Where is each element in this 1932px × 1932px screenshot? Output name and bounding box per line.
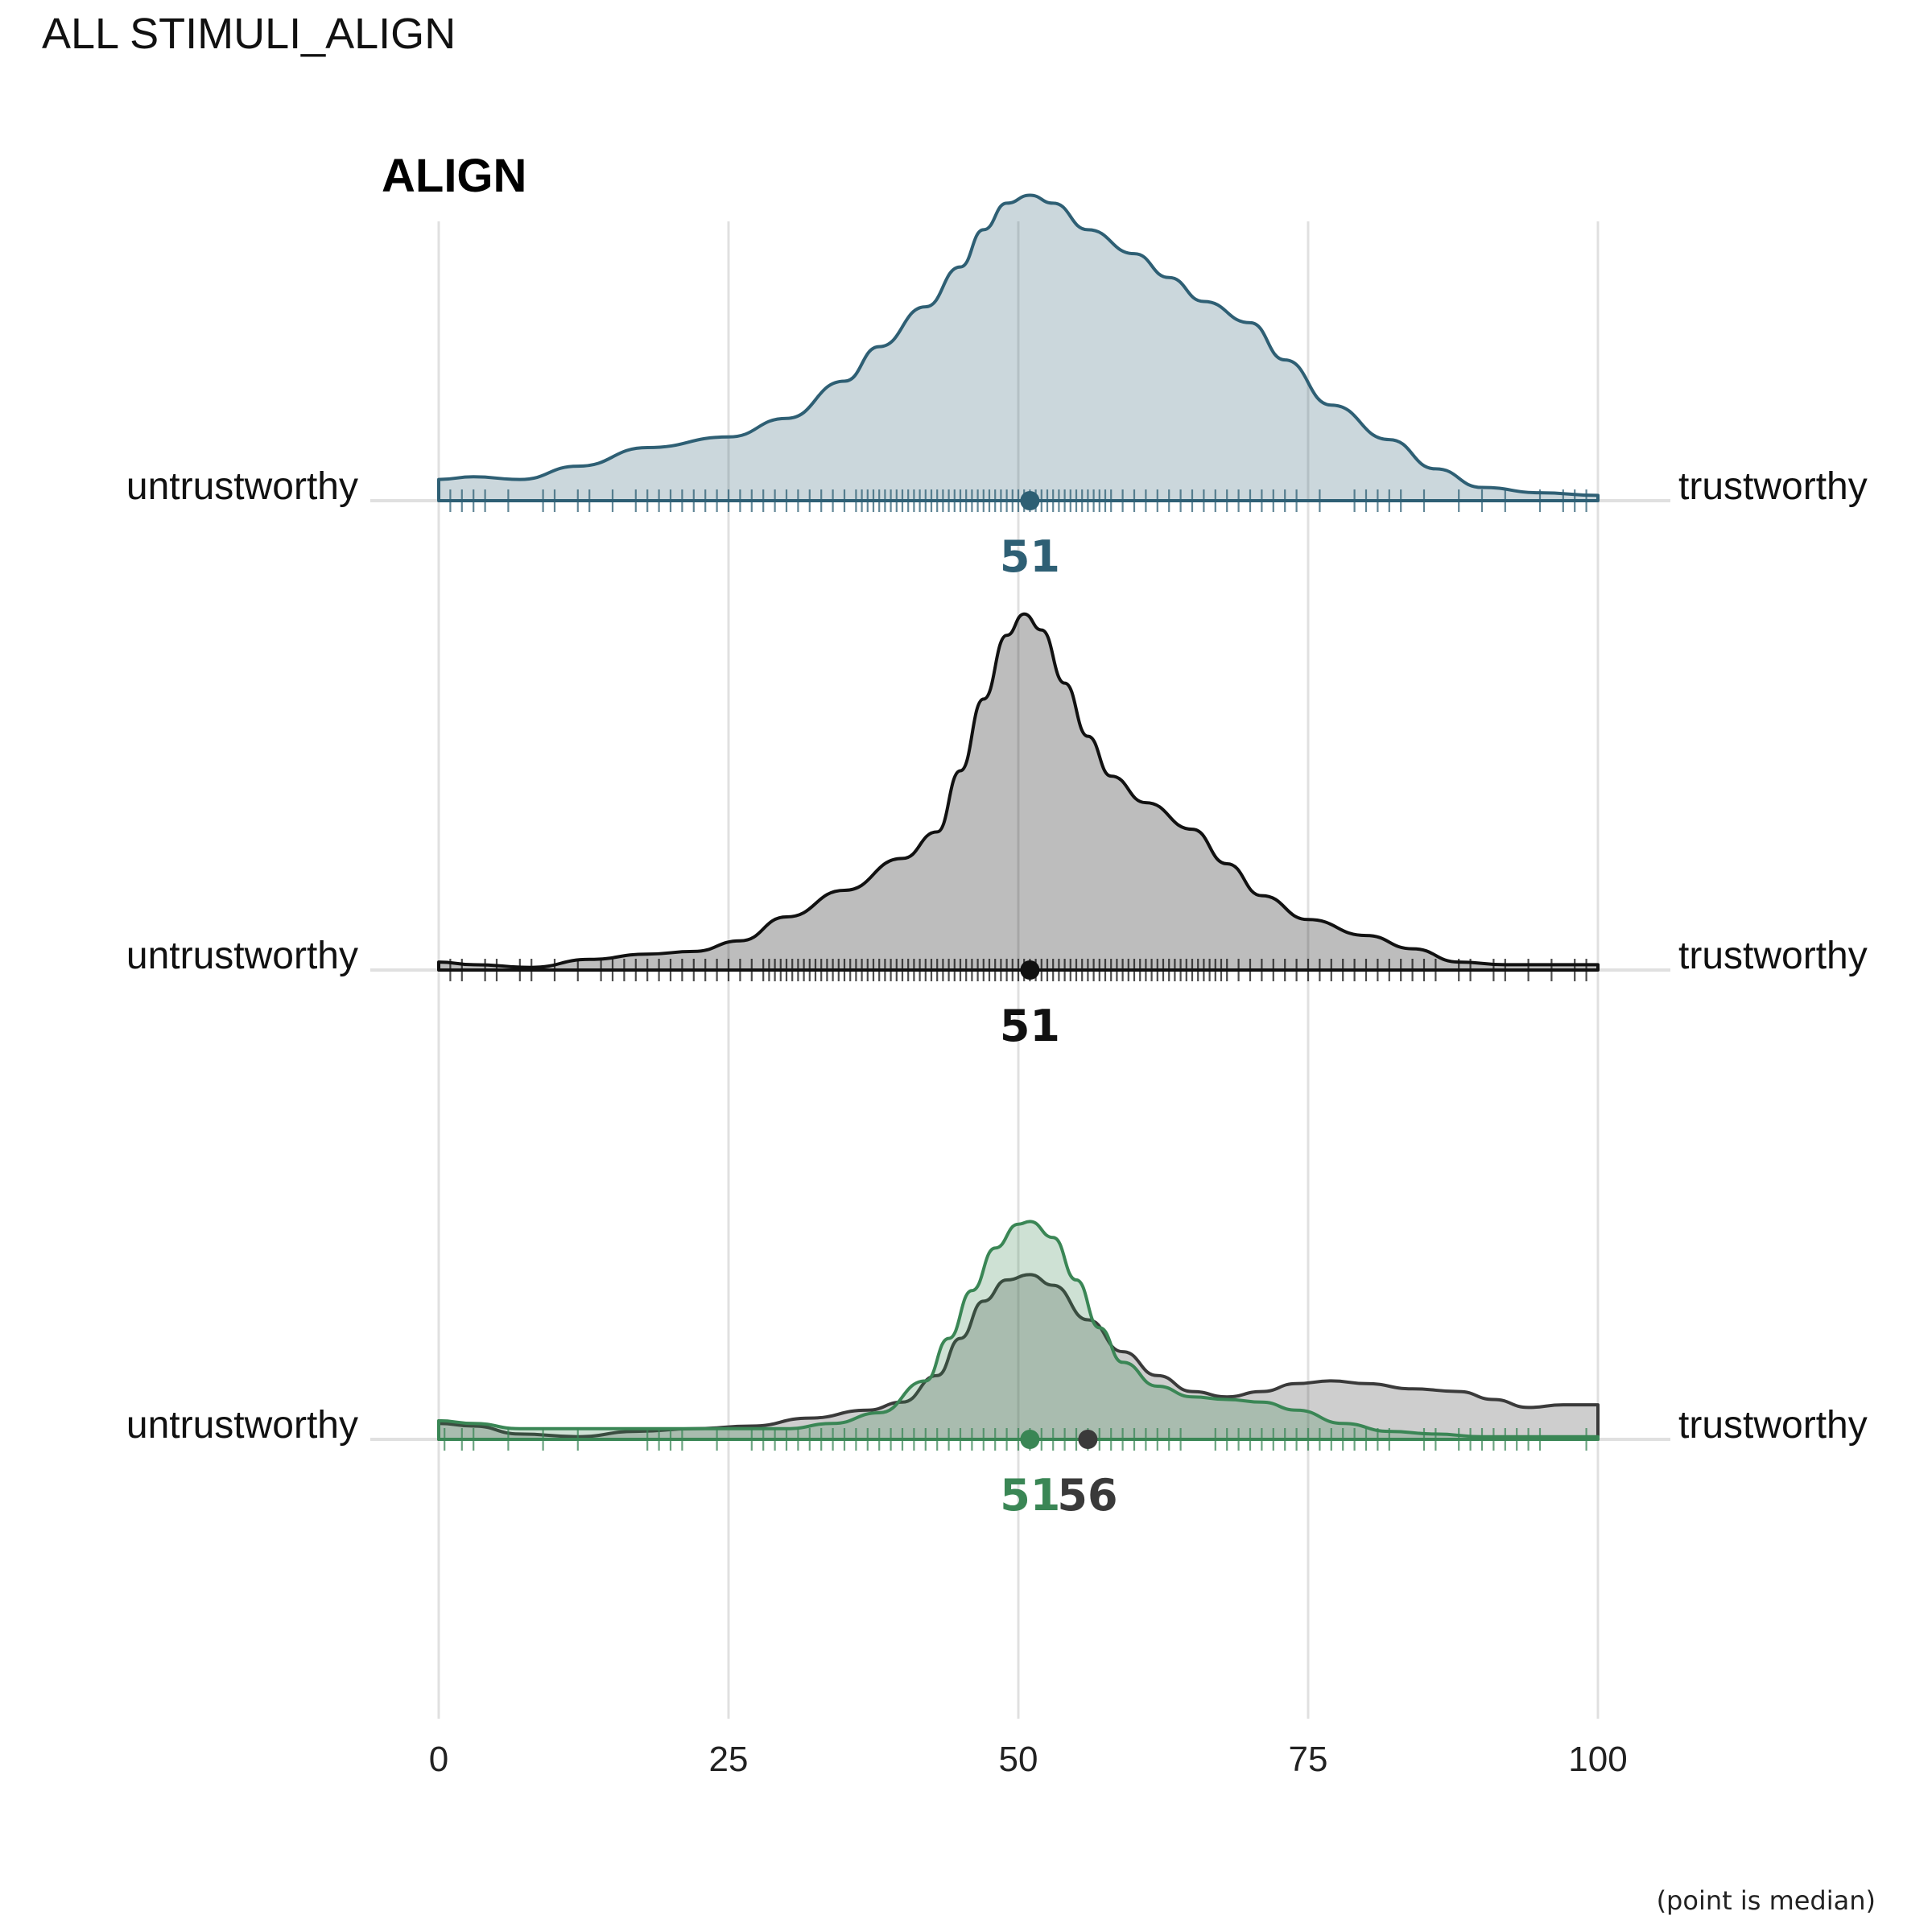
median-point <box>1078 1430 1098 1449</box>
density-curve <box>437 193 1600 502</box>
median-point <box>1020 1430 1040 1449</box>
left-pole-label: untrustworthy <box>126 465 358 508</box>
x-tick-label: 75 <box>1289 1740 1328 1779</box>
median-point <box>1020 960 1040 980</box>
right-pole-label: trustworthy <box>1678 935 1868 977</box>
ridge-row: untrustworthy trustworthy 51 <box>126 193 1868 582</box>
median-label: 56 <box>1057 1470 1117 1521</box>
right-pole-label: trustworthy <box>1678 465 1868 508</box>
median-label: 51 <box>1000 531 1060 582</box>
left-pole-label: untrustworthy <box>126 1404 358 1447</box>
x-tick-label: 25 <box>709 1740 749 1779</box>
caption: (point is median) <box>1657 1885 1876 1916</box>
median-label: 51 <box>1000 1470 1060 1521</box>
ridge-row: untrustworthy trustworthy 51 <box>126 612 1868 1051</box>
density-curve <box>437 1220 1600 1441</box>
page-title: ALL STIMULI_ALIGN <box>42 10 456 58</box>
median-label: 51 <box>1000 1001 1060 1051</box>
x-tick-label: 50 <box>999 1740 1038 1779</box>
right-pole-label: trustworthy <box>1678 1404 1868 1447</box>
panel-title: ALIGN <box>382 150 526 202</box>
x-tick-label: 100 <box>1568 1740 1627 1779</box>
x-tick-label: 0 <box>429 1740 448 1779</box>
left-pole-label: untrustworthy <box>126 935 358 977</box>
median-point <box>1020 491 1040 510</box>
density-curve <box>437 612 1600 972</box>
x-axis: 0 25 50 75 100 <box>429 1740 1628 1779</box>
ridge-rows: untrustworthy trustworthy 51 untrustworthy t… <box>126 193 1868 1521</box>
